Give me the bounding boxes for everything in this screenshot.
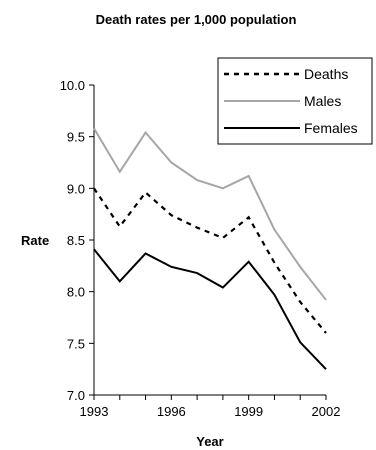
series-line-males <box>93 127 327 301</box>
chart-title: Death rates per 1,000 population <box>96 12 297 27</box>
y-axis-label: Rate <box>21 233 49 248</box>
x-tick-label: 1993 <box>80 404 109 419</box>
legend: Deaths Males Females <box>217 57 373 145</box>
x-axis-label: Year <box>196 434 223 449</box>
y-tick-label: 7.0 <box>67 388 85 403</box>
x-tick-label: 1999 <box>234 404 263 419</box>
y-tick-label: 8.5 <box>67 233 85 248</box>
y-axis-ticks: 7.0 7.5 8.0 8.5 9.0 9.5 10.0 <box>60 78 94 403</box>
y-tick-label: 10.0 <box>60 78 85 93</box>
y-tick-label: 8.0 <box>67 285 85 300</box>
legend-label-deaths: Deaths <box>304 66 348 82</box>
x-tick-label: 2002 <box>312 404 341 419</box>
series-line-deaths <box>93 187 327 334</box>
y-tick-label: 7.5 <box>67 336 85 351</box>
series-layer <box>93 127 327 370</box>
x-tick-label: 1996 <box>157 404 186 419</box>
x-axis-ticks: 1993 1996 1999 2002 <box>80 395 341 419</box>
series-line-females <box>93 248 327 370</box>
legend-label-males: Males <box>304 93 341 109</box>
y-tick-label: 9.0 <box>67 181 85 196</box>
plot-area: 7.0 7.5 8.0 8.5 9.0 9.5 10.0 1993 1996 1999 2002 <box>60 78 341 419</box>
legend-label-females: Females <box>304 120 358 136</box>
y-tick-label: 9.5 <box>67 130 85 145</box>
